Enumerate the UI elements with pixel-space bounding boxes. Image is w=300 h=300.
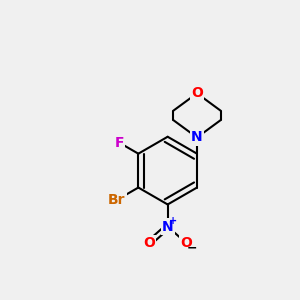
Text: F: F bbox=[115, 136, 124, 150]
Text: N: N bbox=[191, 130, 203, 145]
Text: N: N bbox=[162, 220, 173, 234]
Text: O: O bbox=[143, 236, 155, 250]
Text: Br: Br bbox=[108, 193, 125, 207]
Text: O: O bbox=[191, 86, 203, 100]
Text: −: − bbox=[187, 242, 197, 254]
Text: +: + bbox=[169, 216, 177, 226]
Text: O: O bbox=[180, 236, 192, 250]
